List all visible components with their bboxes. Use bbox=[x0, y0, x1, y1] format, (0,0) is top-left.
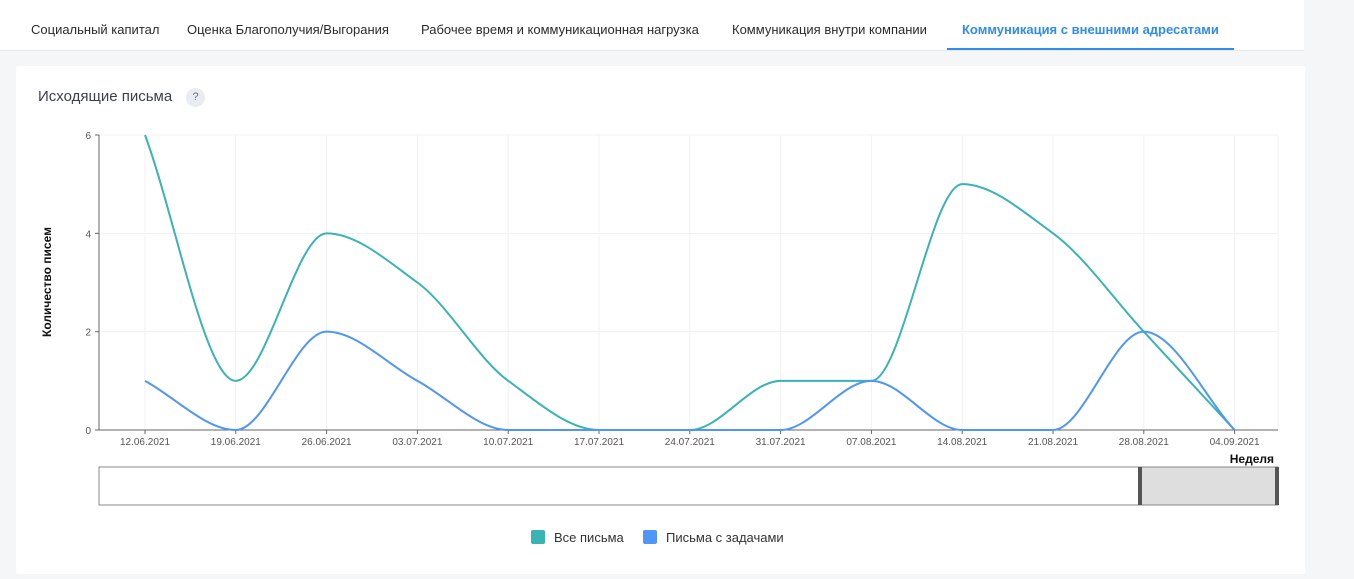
chart-title: Исходящие письма bbox=[38, 88, 173, 105]
tab-3[interactable]: Рабочее время и коммуникационная нагрузк… bbox=[421, 22, 699, 37]
tab-2[interactable]: Оценка Благополучия/Выгорания bbox=[187, 22, 389, 37]
x-tick-label: 31.07.2021 bbox=[756, 437, 806, 448]
series-line-2 bbox=[144, 330, 1236, 432]
range-slider-handle-right[interactable] bbox=[1275, 467, 1279, 505]
legend-label-1: Все письма bbox=[554, 530, 625, 545]
tab-bar: Социальный капитал Оценка Благополучия/Вы… bbox=[0, 0, 1304, 51]
x-tick-label: 26.06.2021 bbox=[302, 437, 352, 448]
x-tick-label: 14.08.2021 bbox=[937, 437, 987, 448]
y-tick-label: 4 bbox=[85, 229, 91, 240]
x-tick-label: 17.07.2021 bbox=[574, 437, 624, 448]
tab-4[interactable]: Коммуникация внутри компании bbox=[732, 22, 927, 37]
x-tick-label: 07.08.2021 bbox=[846, 437, 896, 448]
x-axis-title: Неделя bbox=[1230, 452, 1274, 466]
range-slider-handle-left[interactable] bbox=[1138, 467, 1142, 505]
tab-1[interactable]: Социальный капитал bbox=[31, 22, 160, 37]
help-icon[interactable]: ? bbox=[186, 88, 205, 107]
x-tick-label: 19.06.2021 bbox=[211, 437, 261, 448]
x-tick-label: 12.06.2021 bbox=[120, 437, 170, 448]
y-axis-title: Количество писем bbox=[40, 227, 54, 337]
x-tick-label: 03.07.2021 bbox=[392, 437, 442, 448]
legend-swatch-2 bbox=[643, 530, 657, 544]
x-tick-label: 21.08.2021 bbox=[1028, 437, 1078, 448]
x-tick-label: 10.07.2021 bbox=[483, 437, 533, 448]
legend-swatch-1 bbox=[531, 530, 545, 544]
tab-5[interactable]: Коммуникация с внешними адресатами bbox=[947, 0, 1234, 50]
y-tick-label: 0 bbox=[85, 426, 91, 437]
legend-label-2: Письма с задачами bbox=[666, 530, 784, 545]
y-tick-label: 2 bbox=[85, 328, 91, 339]
y-tick-label: 6 bbox=[85, 131, 91, 142]
x-tick-label: 24.07.2021 bbox=[665, 437, 715, 448]
range-slider-track bbox=[98, 466, 1279, 506]
x-tick-label: 28.08.2021 bbox=[1119, 437, 1169, 448]
range-slider-selection[interactable] bbox=[1139, 466, 1279, 506]
x-tick-label: 04.09.2021 bbox=[1210, 437, 1260, 448]
